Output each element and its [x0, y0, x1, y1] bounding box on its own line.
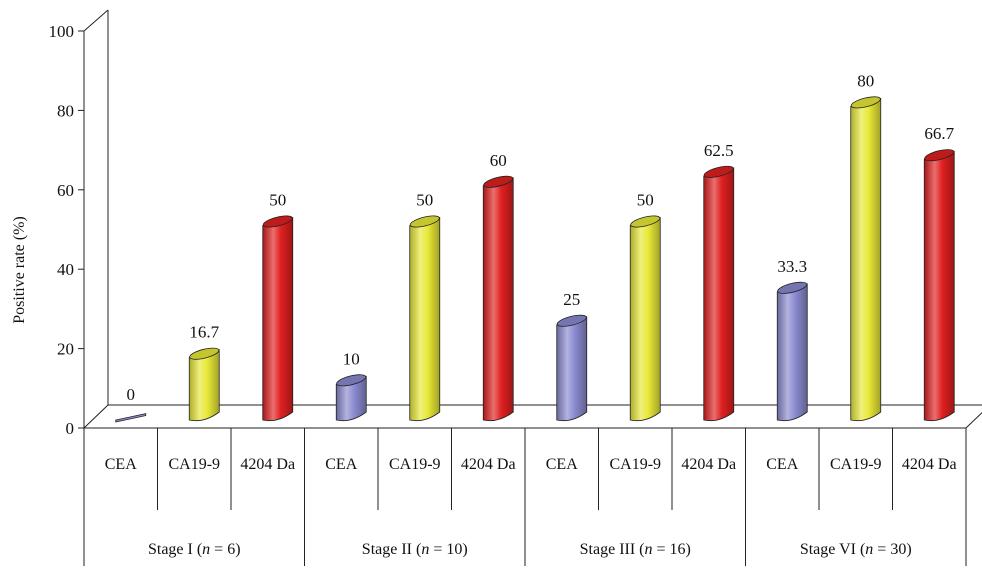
bar-body: [629, 216, 661, 422]
bar-body: [556, 316, 588, 422]
category-label: CA19-9: [168, 456, 220, 473]
wall-top-edge: [83, 9, 109, 32]
value-label: 10: [343, 349, 360, 368]
category-label: 4204 Da: [240, 456, 295, 473]
bar-cea: [115, 413, 147, 423]
y-tick-label: 20: [57, 340, 74, 359]
bar-top: [850, 96, 881, 109]
value-label: 33.3: [777, 257, 807, 276]
bar-top: [483, 175, 514, 188]
bars: 0 16.7 50 10 50 60 25 50 62.5 33.3 80 66.7: [115, 71, 955, 423]
group-label: Stage VI (n = 30): [800, 541, 912, 558]
bar-body: [188, 349, 220, 422]
bar-top: [189, 347, 220, 360]
bar-body: [335, 375, 367, 422]
bar-ca19-9: [629, 215, 661, 422]
bar-body: [482, 177, 514, 422]
bar-top: [556, 314, 587, 327]
bar-top: [630, 215, 661, 228]
value-label: 62.5: [704, 141, 734, 160]
category-table: Stage I (n = 6) CEA CA19-9 4204 Da Stage II …: [83, 427, 967, 566]
value-label: 0: [127, 385, 136, 404]
y-axis: 0 20 40 60 80 100: [49, 22, 84, 438]
y-tick-label: 0: [66, 419, 75, 438]
category-label: CEA: [546, 456, 578, 473]
category-label: 4204 Da: [902, 456, 957, 473]
group-label: Stage II (n = 10): [362, 541, 468, 558]
category-label: CEA: [325, 456, 357, 473]
bar-top: [777, 281, 808, 294]
bar-top: [262, 215, 293, 228]
category-label: CA19-9: [389, 456, 441, 473]
bar-4204-da: [262, 215, 294, 422]
value-label: 25: [563, 290, 580, 309]
y-tick-label: 60: [57, 181, 74, 200]
bar-4204-da: [703, 165, 735, 422]
bar-cea: [335, 374, 367, 422]
value-label: 50: [416, 191, 433, 210]
y-axis-label: Positive rate (%): [11, 216, 28, 324]
floor-left-edge: [83, 404, 109, 429]
bar-top: [336, 374, 367, 387]
bar-body: [850, 97, 882, 422]
category-label: CA19-9: [609, 456, 661, 473]
group-label: Stage III (n = 16): [580, 541, 691, 558]
group-label: Stage I (n = 6): [148, 541, 241, 558]
bar-body: [409, 216, 441, 422]
bar-ca19-9: [850, 96, 882, 422]
value-label: 16.7: [189, 323, 219, 342]
bar-body: [776, 283, 808, 422]
value-label: 50: [269, 191, 286, 210]
bar-flat: [115, 413, 147, 423]
bar-top: [924, 149, 955, 162]
y-tick-label: 80: [57, 101, 74, 120]
bar-body: [703, 167, 735, 422]
bar-cea: [776, 281, 808, 422]
bar-4204-da: [923, 149, 955, 422]
bar-cea: [556, 314, 588, 422]
category-label: CEA: [105, 456, 137, 473]
y-tick-label: 40: [57, 260, 74, 279]
category-label: 4204 Da: [461, 456, 516, 473]
value-label: 66.7: [924, 124, 954, 143]
value-label: 50: [637, 191, 654, 210]
category-label: 4204 Da: [681, 456, 736, 473]
value-label: 60: [490, 151, 507, 170]
floor-right-edge: [965, 411, 982, 429]
bar-ca19-9: [188, 347, 220, 422]
bar-ca19-9: [409, 215, 441, 422]
y-tick-label: 100: [49, 22, 75, 41]
bar-top: [703, 165, 734, 178]
value-label: 80: [857, 71, 874, 90]
bar-top: [409, 215, 440, 228]
bar-4204-da: [482, 175, 514, 422]
category-label: CA19-9: [830, 456, 882, 473]
bar-body: [923, 150, 955, 422]
chart-frame: [83, 9, 982, 429]
bar-body: [262, 216, 294, 422]
category-label: CEA: [766, 456, 798, 473]
